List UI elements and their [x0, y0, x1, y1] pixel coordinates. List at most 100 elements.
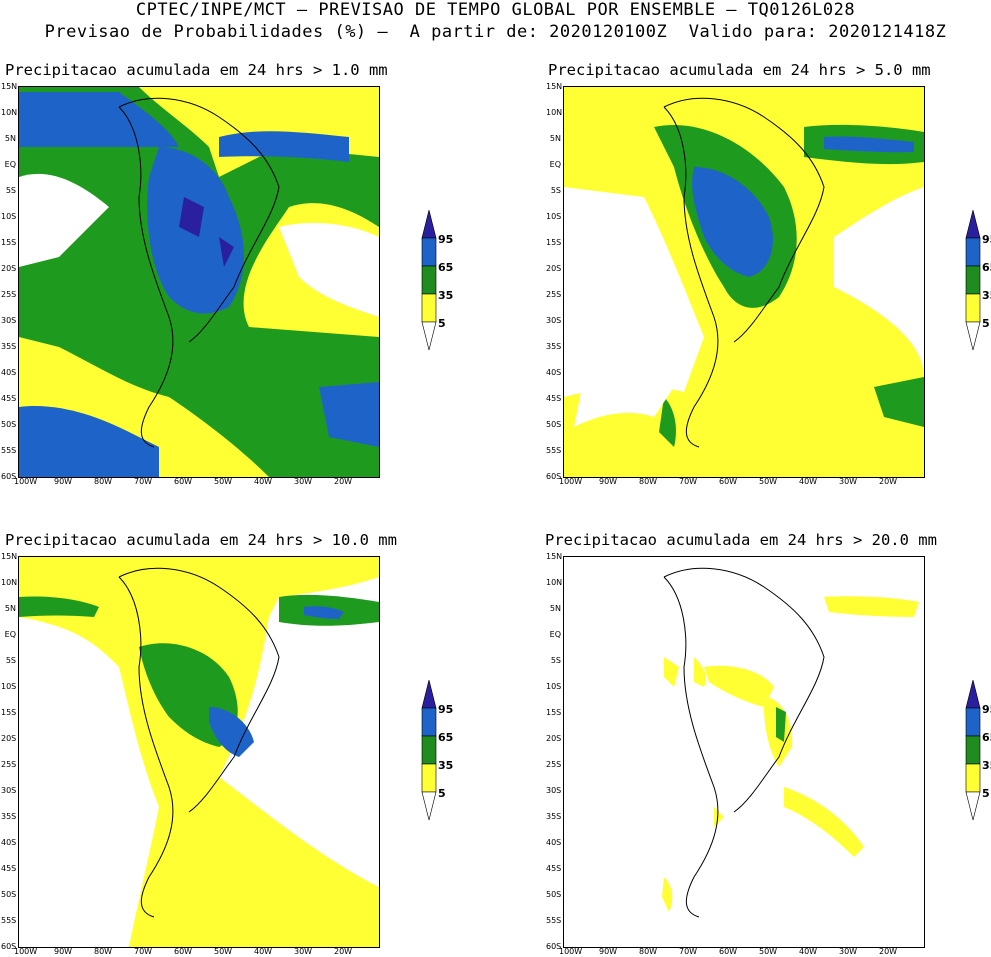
cbar1-65: 65 — [438, 261, 454, 274]
lat-label: 60S — [546, 942, 562, 951]
panel-3-map — [18, 556, 380, 948]
lon-label: 40W — [254, 947, 273, 956]
panel-4-title: Precipitacao acumulada em 24 hrs > 20.0 … — [545, 531, 937, 549]
lat-label: EQ — [4, 160, 16, 169]
lat-label: 20S — [546, 264, 562, 273]
lat-label: 5N — [4, 134, 16, 143]
lon-label: 100W — [14, 947, 38, 956]
lat-label: 15S — [546, 708, 562, 717]
lat-label: 5S — [550, 656, 561, 665]
panel-2-map — [563, 86, 925, 478]
lat-label: 10N — [546, 108, 563, 117]
panel-3-colorbar: 95 65 35 5 — [420, 679, 460, 830]
lat-label: 15N — [546, 552, 563, 561]
lon-label: 30W — [294, 947, 313, 956]
lon-label: 40W — [799, 947, 818, 956]
lat-label: 40S — [546, 838, 562, 847]
lat-label: 15S — [1, 708, 17, 717]
panel-4-colorbar: 95 65 35 5 — [964, 679, 991, 830]
lat-label: 60S — [1, 942, 17, 951]
panel-1-map — [18, 86, 380, 478]
lat-label: 10S — [1, 212, 17, 221]
panel-2-colorbar: 95 65 35 5 — [964, 209, 991, 360]
lat-label: 35S — [1, 342, 17, 351]
lat-label: 25S — [1, 290, 17, 299]
lon-label: 30W — [839, 947, 858, 956]
cbar3-95: 95 — [438, 703, 454, 716]
lon-label: 70W — [134, 947, 153, 956]
lon-label: 80W — [639, 477, 658, 486]
lat-label: 20S — [1, 264, 17, 273]
lon-label: 70W — [679, 477, 698, 486]
lon-label: 70W — [134, 477, 153, 486]
lat-label: 5S — [5, 186, 16, 195]
lat-label: 25S — [1, 760, 17, 769]
lon-label: 20W — [879, 477, 898, 486]
cbar1-35: 35 — [438, 289, 454, 302]
lat-label: 10S — [546, 682, 562, 691]
lat-label: 40S — [546, 368, 562, 377]
lat-label: 30S — [1, 786, 17, 795]
panel-1-map-svg — [19, 87, 379, 477]
lon-label: 60W — [719, 947, 738, 956]
cbar4-95: 95 — [982, 703, 991, 716]
lat-label: 55S — [546, 446, 562, 455]
lat-label: 35S — [546, 342, 562, 351]
lat-label: 55S — [1, 916, 17, 925]
lat-label: 45S — [1, 864, 17, 873]
cbar2-95: 95 — [982, 233, 991, 246]
lat-label: 60S — [1, 472, 17, 481]
panel-3-map-svg — [19, 557, 379, 947]
lat-label: 25S — [546, 760, 562, 769]
lon-label: 90W — [599, 947, 618, 956]
cbar4-35: 35 — [982, 759, 991, 772]
cbar4-5: 5 — [982, 787, 990, 800]
cbar3-65: 65 — [438, 731, 454, 744]
lat-label: EQ — [549, 160, 561, 169]
panel-3-title: Precipitacao acumulada em 24 hrs > 10.0 … — [5, 531, 397, 549]
lat-label: 50S — [1, 420, 17, 429]
lon-label: 90W — [54, 477, 73, 486]
lon-label: 70W — [679, 947, 698, 956]
lat-label: 45S — [546, 864, 562, 873]
lat-label: 5N — [549, 604, 561, 613]
lat-label: 10N — [546, 578, 563, 587]
panel-4-map — [563, 556, 925, 948]
lon-label: 30W — [839, 477, 858, 486]
cbar2-35: 35 — [982, 289, 991, 302]
lat-label: 10N — [1, 578, 18, 587]
cbar3-5: 5 — [438, 787, 446, 800]
cbar3-35: 35 — [438, 759, 454, 772]
lat-label: 25S — [546, 290, 562, 299]
lon-label: 90W — [54, 947, 73, 956]
lon-label: 80W — [639, 947, 658, 956]
lat-label: 30S — [546, 786, 562, 795]
panel-1-colorbar: 95 65 35 5 — [420, 209, 460, 360]
lon-label: 80W — [94, 947, 113, 956]
lat-label: 20S — [546, 734, 562, 743]
lon-label: 60W — [174, 947, 193, 956]
header-line2: Previsao de Probabilidades (%) – A parti… — [44, 22, 947, 42]
lat-label: 5S — [550, 186, 561, 195]
lon-label: 50W — [759, 947, 778, 956]
lat-label: EQ — [4, 630, 16, 639]
panel-2-title: Precipitacao acumulada em 24 hrs > 5.0 m… — [548, 61, 931, 79]
lat-label: 30S — [546, 316, 562, 325]
cbar4-65: 65 — [982, 731, 991, 744]
lat-label: 5N — [549, 134, 561, 143]
lat-label: 40S — [1, 838, 17, 847]
lat-label: 30S — [1, 316, 17, 325]
lat-label: 15N — [1, 552, 18, 561]
lon-label: 50W — [214, 947, 233, 956]
lat-label: 15N — [546, 82, 563, 91]
lat-label: 15S — [1, 238, 17, 247]
panel-1-title: Precipitacao acumulada em 24 hrs > 1.0 m… — [5, 61, 388, 79]
lon-label: 20W — [334, 477, 353, 486]
lat-label: 55S — [1, 446, 17, 455]
lat-label: 10S — [546, 212, 562, 221]
lat-label: 50S — [1, 890, 17, 899]
lat-label: 20S — [1, 734, 17, 743]
panel-2-map-svg — [564, 87, 924, 477]
lat-label: 5S — [5, 656, 16, 665]
cbar1-5: 5 — [438, 317, 446, 330]
